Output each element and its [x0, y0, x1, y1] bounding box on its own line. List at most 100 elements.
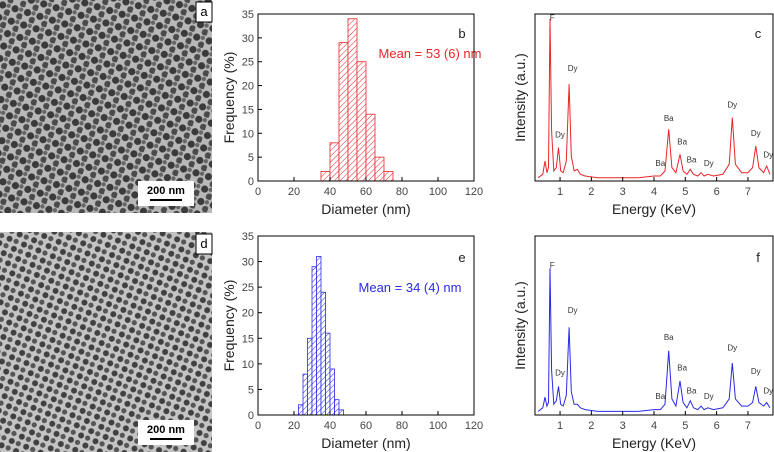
x-axis-label: Diameter (nm) [321, 435, 410, 451]
peak-label: Ba [655, 392, 665, 401]
plot-frame [257, 235, 475, 416]
y-tick-label: 15 [242, 104, 254, 116]
peak-label: F [550, 261, 555, 270]
bar [329, 142, 340, 182]
panel-label: d [200, 236, 207, 251]
tem-image-d: d 200 nm [0, 232, 213, 452]
peak-label: Ba [664, 333, 674, 342]
x-axis-label: Diameter (nm) [321, 201, 410, 217]
panel-label: f [756, 250, 760, 265]
x-axis-label: Energy (KeV) [612, 435, 696, 451]
y-axis-label: Intensity (a.u.) [512, 53, 528, 142]
bar [356, 61, 367, 182]
bar [311, 266, 317, 416]
x-tick-label: 120 [465, 186, 483, 198]
bar [365, 113, 376, 182]
peak-label: Ba [664, 114, 674, 123]
x-tick-label: 5 [682, 186, 688, 198]
x-tick-label: 6 [714, 186, 720, 198]
x-tick-label: 1 [557, 420, 563, 432]
spectrum-line [537, 18, 771, 179]
peak-label: Dy [704, 159, 714, 168]
x-tick-label: 3 [620, 420, 626, 432]
peak-label: Dy [727, 344, 737, 353]
bar [307, 337, 313, 416]
scale-bar-label: 200 nm [147, 424, 185, 436]
peak-label: Dy [751, 129, 761, 138]
panel-label: a [200, 4, 208, 19]
peak-label: Dy [568, 64, 578, 73]
bar [320, 171, 331, 182]
x-tick-label: 40 [324, 186, 336, 198]
mean-annotation: Mean = 53 (6) nm [379, 46, 482, 61]
bar [316, 256, 322, 416]
peak-label: Dy [555, 131, 565, 140]
y-tick-label: 10 [242, 128, 254, 140]
peak-label: Ba [687, 387, 697, 396]
x-tick-label: 80 [396, 420, 408, 432]
x-tick-label: 100 [429, 186, 447, 198]
y-tick-label: 35 [242, 231, 254, 243]
x-tick-label: 7 [745, 420, 751, 432]
x-tick-label: 20 [288, 186, 300, 198]
x-tick-label: 7 [745, 186, 751, 198]
y-axis-label: Frequency (%) [221, 52, 237, 144]
y-tick-label: 35 [242, 9, 254, 21]
x-tick-label: 3 [620, 186, 626, 198]
x-tick-label: 60 [360, 186, 372, 198]
y-tick-label: 0 [248, 410, 254, 422]
peak-label: Dy [727, 101, 737, 110]
peak-label: F [550, 14, 555, 23]
bar [320, 291, 326, 416]
x-tick-label: 0 [255, 420, 261, 432]
plot-frame [534, 13, 774, 182]
bar [383, 171, 394, 182]
x-tick-label: 5 [682, 420, 688, 432]
bar [374, 156, 385, 182]
bar [302, 373, 308, 416]
peak-label: Dy [704, 392, 714, 401]
x-tick-label: 2 [588, 186, 594, 198]
y-tick-label: 5 [248, 384, 254, 396]
mean-annotation: Mean = 34 (4) nm [359, 280, 462, 295]
y-tick-label: 30 [242, 257, 254, 269]
x-tick-label: 120 [465, 420, 483, 432]
bar [329, 368, 335, 416]
peak-label: Dy [763, 387, 773, 396]
peak-label: Ba [677, 137, 687, 146]
peak-label: Dy [568, 306, 578, 315]
bar [334, 399, 340, 416]
bar [298, 404, 304, 416]
bar [325, 332, 331, 416]
x-tick-label: 4 [651, 420, 657, 432]
panel-label: c [755, 26, 762, 41]
x-tick-label: 20 [288, 420, 300, 432]
y-tick-label: 25 [242, 57, 254, 69]
x-tick-label: 100 [429, 420, 447, 432]
bar [338, 409, 344, 416]
y-tick-label: 15 [242, 333, 254, 345]
x-tick-label: 4 [651, 186, 657, 198]
peak-label: Ba [655, 159, 665, 168]
y-tick-label: 0 [248, 176, 254, 188]
panel-label: b [458, 26, 465, 41]
y-tick-label: 25 [242, 282, 254, 294]
x-axis-label: Energy (KeV) [612, 201, 696, 217]
x-tick-label: 80 [396, 186, 408, 198]
x-tick-label: 2 [588, 420, 594, 432]
peak-label: Dy [555, 369, 565, 378]
y-axis-label: Frequency (%) [221, 280, 237, 372]
y-tick-label: 30 [242, 33, 254, 45]
x-tick-label: 6 [714, 420, 720, 432]
tem-image-a: a 200 nm [0, 0, 213, 213]
peak-label: Ba [677, 363, 687, 372]
x-tick-label: 40 [324, 420, 336, 432]
y-tick-label: 20 [242, 308, 254, 320]
y-tick-label: 10 [242, 359, 254, 371]
y-tick-label: 20 [242, 81, 254, 93]
y-tick-label: 5 [248, 152, 254, 164]
panel-label: e [458, 250, 465, 265]
peak-label: Dy [751, 367, 761, 376]
peak-label: Dy [763, 151, 773, 160]
